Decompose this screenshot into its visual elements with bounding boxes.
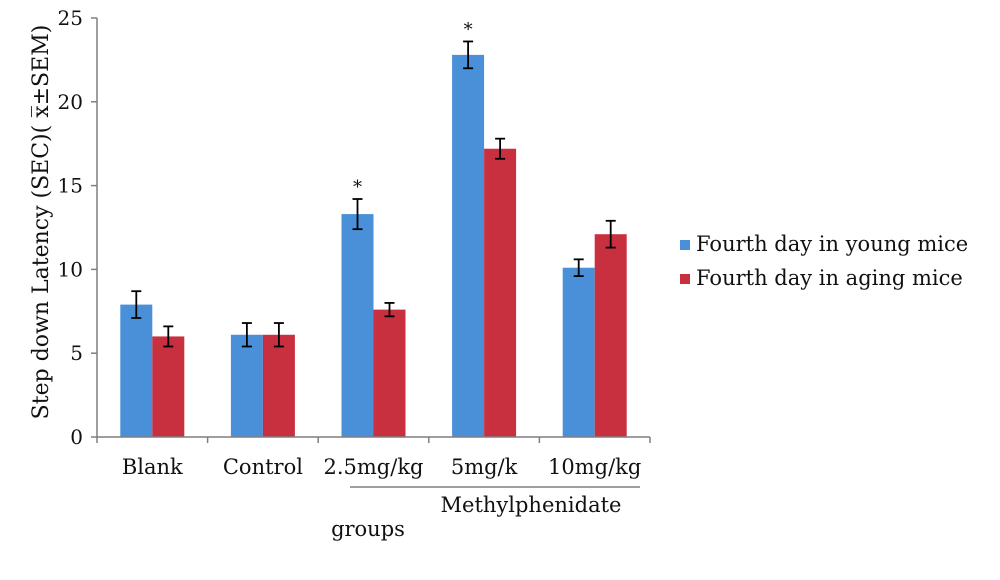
methylphenidate-group-label: Methylphenidate — [441, 493, 622, 517]
x-category-label: Blank — [122, 455, 183, 479]
x-category-label: 5mg/k — [451, 455, 518, 479]
y-tick-label: 25 — [58, 6, 83, 30]
y-tick-label: 20 — [58, 90, 83, 114]
legend-swatch — [680, 240, 690, 250]
bar — [484, 148, 517, 437]
y-tick-label: 15 — [58, 174, 83, 198]
significance-star: * — [353, 177, 362, 198]
y-axis-title: Step down Latency (SEC)( x̅±SEM) — [29, 25, 54, 420]
bar — [594, 234, 627, 437]
legend: Fourth day in young mice Fourth day in ag… — [680, 232, 968, 290]
x-category-label: 10mg/kg — [548, 455, 641, 479]
significance-markers: ** — [353, 19, 473, 198]
axes — [96, 18, 651, 443]
y-tick-label: 0 — [70, 425, 83, 449]
x-category-label: 2.5mg/kg — [324, 455, 424, 479]
bar — [262, 334, 295, 437]
bar — [230, 334, 263, 437]
bar — [373, 309, 406, 437]
error-bars — [131, 40, 616, 348]
y-axis-ticks: 0 5 10 15 20 25 — [58, 6, 97, 449]
bars — [120, 54, 627, 437]
x-category-label: Control — [223, 455, 303, 479]
bar — [341, 214, 374, 437]
legend-swatch — [680, 274, 690, 284]
legend-label: Fourth day in aging mice — [696, 266, 963, 290]
legend-label: Fourth day in young mice — [696, 232, 968, 256]
y-tick-label: 5 — [70, 341, 83, 365]
x-axis-category-labels: Blank Control 2.5mg/kg 5mg/k 10mg/kg — [122, 455, 642, 479]
significance-star: * — [464, 19, 473, 40]
bar — [562, 267, 595, 437]
bar — [120, 304, 153, 437]
x-axis-title: groups — [331, 517, 405, 541]
y-tick-label: 10 — [58, 257, 83, 281]
bar — [452, 54, 485, 437]
bar — [152, 336, 185, 437]
